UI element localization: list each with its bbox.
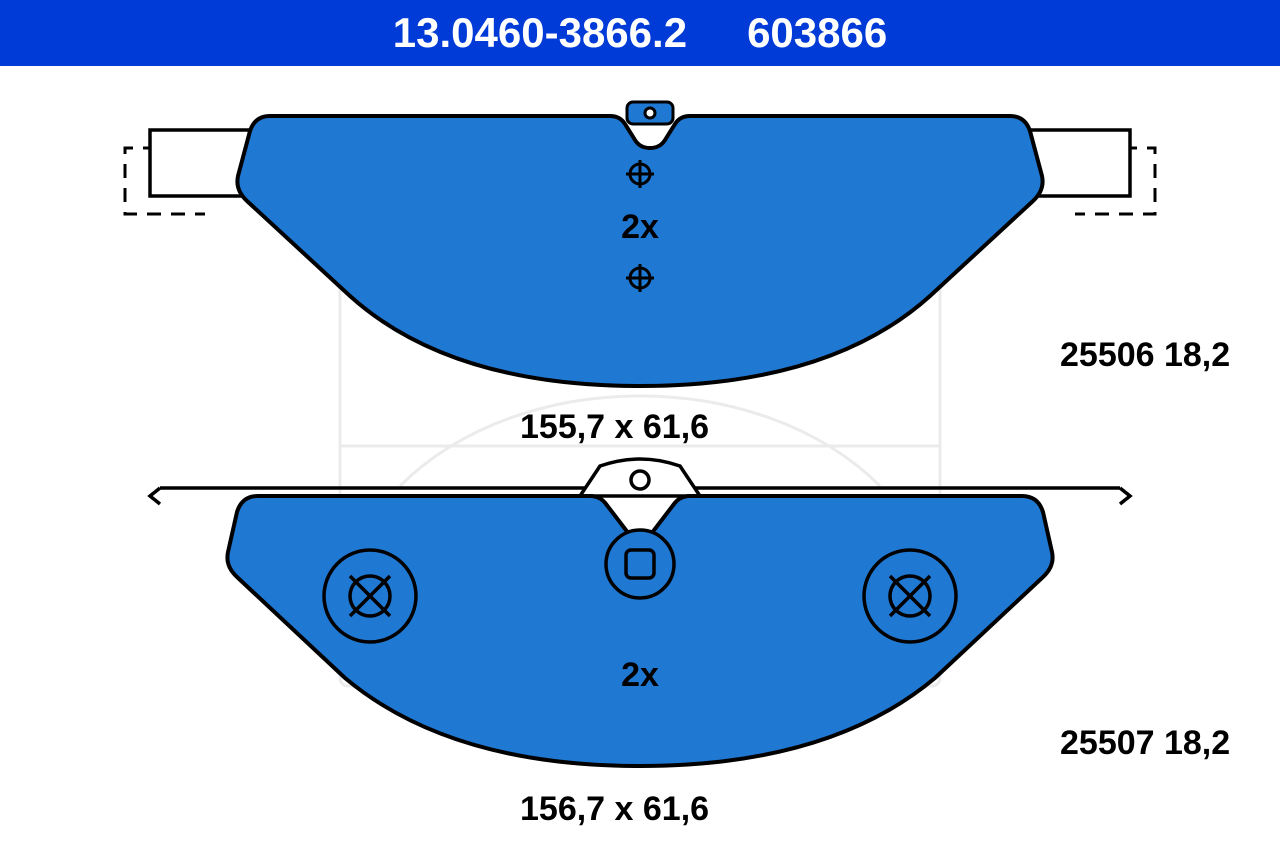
- pad-top-dimension: 155,7 x 61,6: [520, 408, 709, 447]
- pad-bottom-dimension: 156,7 x 61,6: [520, 790, 709, 829]
- pad-top-side-label: 25506 18,2: [1060, 336, 1230, 375]
- brake-pad-top: 2x: [125, 102, 1155, 386]
- pad-top-qty: 2x: [621, 208, 659, 246]
- brake-pad-bottom: 2x: [150, 459, 1130, 766]
- part-number: 13.0460-3866.2: [393, 9, 687, 57]
- alt-number: 603866: [747, 9, 887, 57]
- header-bar: 13.0460-3866.2 603866: [0, 0, 1280, 66]
- pad-bottom-side-label: 25507 18,2: [1060, 724, 1230, 763]
- pad-bottom-qty: 2x: [621, 656, 659, 694]
- pad-top-body: [237, 116, 1042, 386]
